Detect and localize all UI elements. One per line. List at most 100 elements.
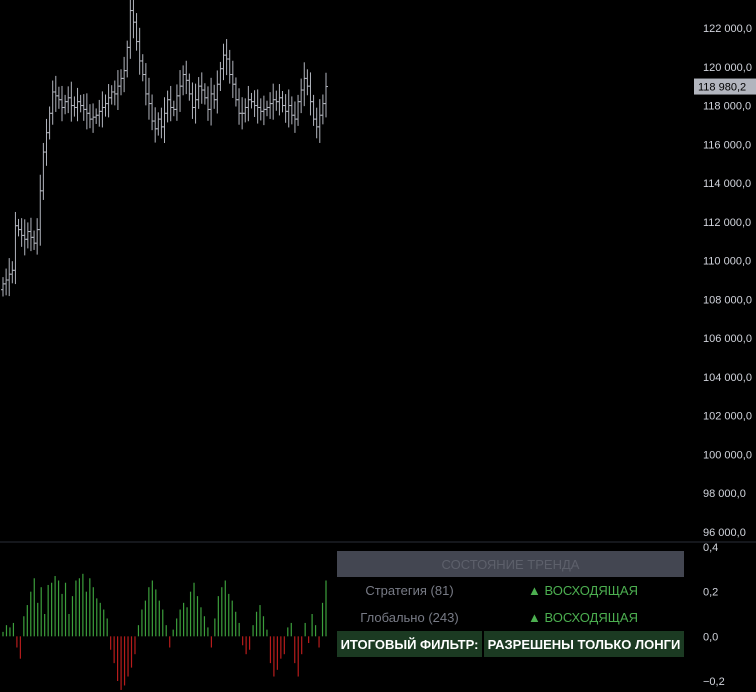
ohlc-bar (292, 101, 297, 133)
price-tick-label: 100 000,0 (703, 449, 752, 461)
global-label: Глобально (243) (360, 610, 459, 625)
panel-header: СОСТОЯНИЕ ТРЕНДА (337, 551, 684, 577)
price-tick-label: 108 000,0 (703, 294, 752, 306)
price-tick-label: 110 000,0 (703, 256, 751, 268)
ohlc-bar (78, 94, 83, 113)
price-axis: 96 000,0 98 000,0 100 000,0 102 000,0 104 00… (703, 23, 752, 539)
ohlc-bar (308, 72, 313, 116)
ohlc-bar (184, 60, 189, 95)
ohlc-bar (100, 91, 105, 128)
ohlc-bar (66, 86, 71, 114)
ohlc-bar (119, 69, 124, 96)
ohlc-bar (171, 100, 176, 117)
ohlc-bar (131, 0, 136, 39)
last-price-tag-bg (694, 78, 756, 95)
ohlc-bar (212, 84, 217, 109)
ohlc-bar (268, 92, 273, 119)
ohlc-bar (280, 91, 285, 113)
ohlc-bar (137, 27, 142, 75)
ohlc-bar (50, 80, 55, 125)
trend-status-panel: СОСТОЯНИЕ ТРЕНДА Стратегия (81) ▲ ВОСХОД… (337, 551, 684, 657)
ohlc-bar (91, 103, 96, 133)
oscillator-tick-label: 0,2 (703, 587, 718, 599)
ohlc-bar (181, 65, 186, 96)
price-tick-label: 114 000,0 (703, 178, 751, 190)
ohlc-bar (41, 142, 46, 200)
ohlc-bar (84, 93, 89, 130)
ohlc-bar (286, 89, 291, 128)
price-tick-label: 106 000,0 (703, 333, 752, 345)
ohlc-bar (243, 98, 248, 123)
oscillator-series (2, 573, 327, 690)
final-filter-label: ИТОГОВЫЙ ФИЛЬТР: (337, 631, 484, 657)
ohlc-bar (106, 84, 111, 118)
ohlc-bar (237, 88, 242, 125)
ohlc-bar (162, 97, 167, 143)
ohlc-bar (305, 69, 310, 96)
ohlc-bar (87, 104, 92, 129)
ohlc-bar (296, 94, 301, 126)
ohlc-bar (215, 70, 220, 114)
ohlc-bar (224, 39, 229, 76)
ohlc-bar (320, 94, 325, 125)
ohlc-bar (32, 230, 37, 250)
ohlc-bar (258, 98, 263, 121)
ohlc-bar (233, 77, 238, 107)
ohlc-bar (246, 85, 251, 122)
ohlc-bar (178, 70, 183, 112)
ohlc-bar (202, 83, 207, 105)
ohlc-bar (317, 99, 322, 143)
price-tick-label: 104 000,0 (703, 372, 752, 384)
oscillator-tick-label: 0,0 (703, 631, 718, 643)
oscillator-tick-label: 0,4 (703, 542, 718, 554)
ohlc-bar (283, 94, 288, 123)
ohlc-bar (199, 72, 204, 104)
ohlc-bar (227, 49, 232, 84)
ohlc-bar (28, 217, 33, 252)
ohlc-bar (249, 92, 254, 109)
ohlc-bar (22, 219, 27, 256)
ohlc-bar (125, 40, 130, 78)
oscillator-axis: 0,4 0,2 0,0 −0,2 (703, 542, 725, 688)
price-tick-label: 118 000,0 (703, 101, 751, 113)
global-row: Глобально (243) ▲ ВОСХОДЯЩАЯ (337, 604, 684, 631)
ohlc-bar (16, 218, 21, 237)
ohlc-bar (271, 83, 276, 120)
ohlc-bar (44, 118, 49, 166)
ohlc-bar (81, 94, 86, 121)
ohlc-bar (143, 63, 148, 106)
strategy-value: ▲ ВОСХОДЯЩАЯ (528, 583, 638, 598)
price-tick-label: 112 000,0 (703, 217, 751, 229)
ohlc-bar (103, 94, 108, 117)
ohlc-bar (109, 85, 114, 105)
ohlc-bar (19, 218, 24, 247)
ohlc-bar (190, 82, 195, 119)
ohlc-bar (274, 90, 279, 111)
ohlc-bar (193, 83, 198, 124)
ohlc-bar (53, 75, 58, 112)
ohlc-bar (324, 72, 328, 118)
ohlc-bar (69, 81, 74, 122)
ohlc-bar (159, 107, 164, 139)
ohlc-bar (122, 56, 127, 93)
ohlc-bar (134, 13, 139, 51)
oscillator-tick-label: −0,2 (703, 676, 725, 688)
ohlc-bar (47, 106, 52, 140)
ohlc-bar (209, 77, 214, 126)
ohlc-bar (168, 85, 173, 122)
ohlc-bar (10, 261, 15, 284)
ohlc-bar (63, 94, 68, 115)
ohlc-bar (174, 84, 179, 121)
ohlc-bar (7, 258, 12, 297)
ohlc-bar (112, 80, 117, 106)
ohlc-bar (218, 61, 223, 91)
strategy-row: Стратегия (81) ▲ ВОСХОДЯЩАЯ (337, 577, 684, 604)
ohlc-bar (165, 90, 170, 123)
ohlc-bar (38, 174, 43, 246)
final-filter-row: ИТОГОВЫЙ ФИЛЬТР: РАЗРЕШЕНЫ ТОЛЬКО ЛОНГИ (337, 631, 684, 657)
price-tick-label: 98 000,0 (703, 488, 746, 500)
ohlc-bar (150, 94, 155, 131)
global-value: ▲ ВОСХОДЯЩАЯ (528, 610, 638, 625)
ohlc-bar (146, 77, 151, 120)
